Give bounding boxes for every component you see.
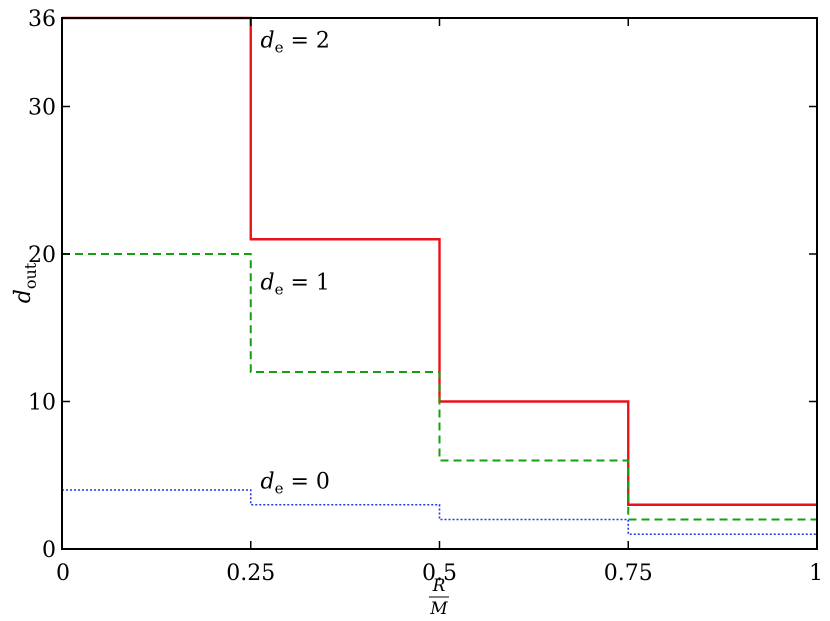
annotation-de1: de = 1 bbox=[261, 270, 330, 298]
annotation-eq-de2: = 2 bbox=[284, 29, 330, 54]
x-tick-label-3: 0.75 bbox=[604, 561, 653, 586]
series-line-de0 bbox=[62, 489, 817, 536]
x-tick-label-4: 1 bbox=[809, 561, 823, 586]
annotation-sub-de2: e bbox=[275, 39, 284, 57]
y-axis-label-main: d bbox=[11, 289, 36, 303]
annotation-var-de1: d bbox=[261, 270, 275, 295]
y-tick-label-4: 36 bbox=[28, 7, 56, 32]
annotation-de2: de = 2 bbox=[261, 29, 330, 57]
annotation-sub-de1: e bbox=[275, 280, 284, 298]
y-tick-label-3: 30 bbox=[28, 96, 56, 121]
annotation-var-de2: d bbox=[261, 29, 275, 54]
series-layer bbox=[62, 16, 817, 536]
y-axis-label-text: dout bbox=[11, 262, 40, 303]
y-axis-label-sub: out bbox=[21, 262, 40, 289]
x-axis-label-numerator: R bbox=[432, 576, 446, 596]
annotation-de0: de = 0 bbox=[261, 470, 330, 498]
x-axis-label: R M bbox=[429, 576, 449, 619]
y-axis-label: dout bbox=[11, 262, 40, 303]
y-tick-label-1: 10 bbox=[28, 391, 56, 416]
x-tick-label-0: 0 bbox=[56, 561, 70, 586]
annotation-var-de0: d bbox=[261, 470, 275, 495]
annotations-layer: de = 2de = 1de = 0 bbox=[261, 29, 330, 498]
x-tick-label-1: 0.25 bbox=[226, 561, 275, 586]
series-line-de1 bbox=[62, 253, 817, 521]
annotation-eq-de0: = 0 bbox=[284, 470, 330, 495]
annotation-eq-de1: = 1 bbox=[284, 270, 330, 295]
x-tick-label-2: 0.5 bbox=[422, 561, 457, 586]
y-tick-label-0: 0 bbox=[42, 538, 56, 563]
annotation-sub-de0: e bbox=[275, 480, 284, 498]
x-axis-label-denominator: M bbox=[429, 599, 448, 619]
y-tick-label-2: 20 bbox=[28, 243, 56, 268]
